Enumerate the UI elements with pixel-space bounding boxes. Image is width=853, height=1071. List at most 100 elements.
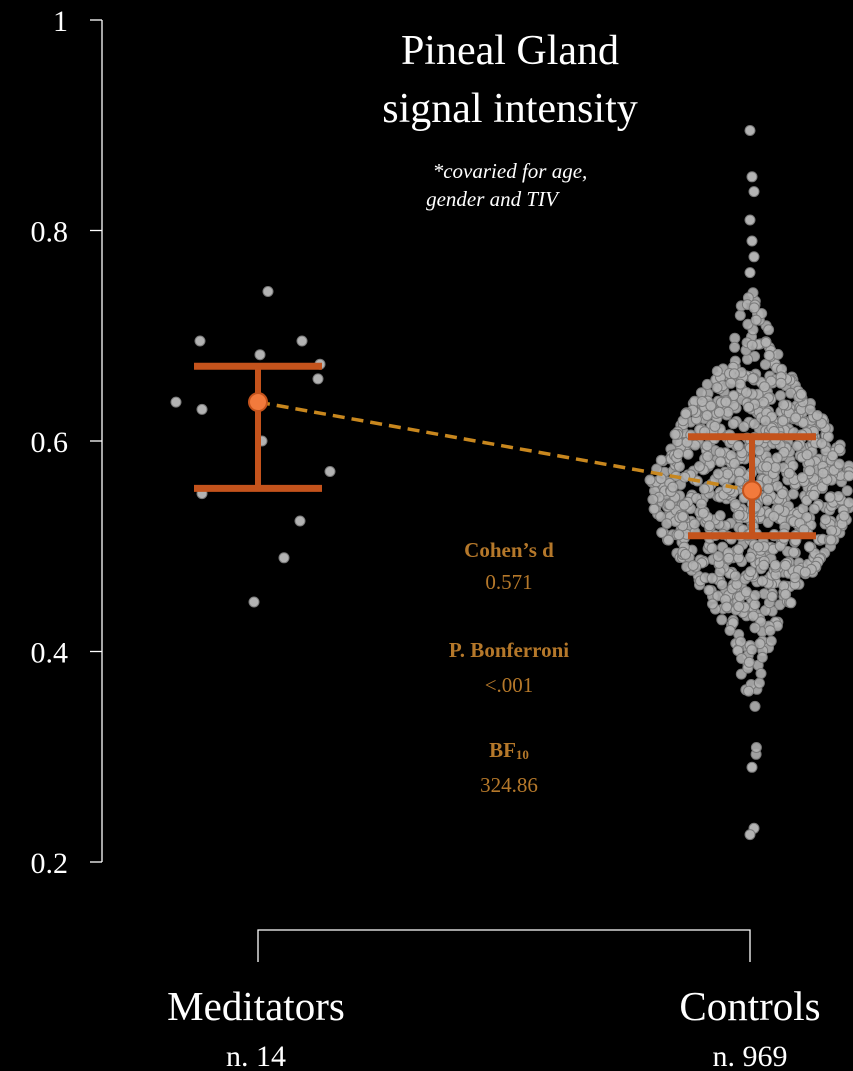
controls-data-point bbox=[729, 332, 741, 344]
controls-data-point bbox=[693, 461, 705, 472]
controls-data-point bbox=[764, 625, 776, 637]
controls-data-point bbox=[816, 438, 828, 449]
controls-data-point bbox=[742, 353, 753, 365]
controls-data-point bbox=[749, 622, 761, 634]
controls-data-point bbox=[827, 450, 839, 462]
controls-data-point bbox=[758, 559, 770, 571]
controls-data-point bbox=[714, 447, 726, 459]
controls-data-point bbox=[804, 465, 816, 477]
controls-data-point bbox=[729, 341, 741, 353]
y-tick-label: 0.4 bbox=[31, 637, 69, 670]
controls-data-point bbox=[669, 428, 681, 440]
controls-data-point bbox=[843, 470, 853, 482]
controls-data-point bbox=[808, 489, 820, 501]
controls-data-point bbox=[780, 588, 792, 600]
controls-data-point bbox=[705, 400, 717, 412]
group-n-meditators: n. 14 bbox=[226, 1040, 286, 1071]
controls-data-point bbox=[644, 474, 656, 486]
chart-title: Pineal Gland bbox=[401, 28, 619, 74]
group-n-controls: n. 969 bbox=[713, 1040, 788, 1071]
controls-data-point bbox=[765, 635, 777, 647]
controls-data-point bbox=[709, 420, 721, 432]
controls-data-point bbox=[729, 457, 740, 469]
error-bars bbox=[194, 362, 816, 540]
mean-marker bbox=[248, 392, 268, 413]
p-bonferroni-label: P. Bonferroni bbox=[449, 638, 569, 662]
controls-data-point bbox=[734, 309, 746, 321]
controls-data-point bbox=[706, 572, 718, 584]
controls-data-point bbox=[743, 656, 755, 668]
controls-data-point bbox=[824, 491, 836, 503]
meditators-data-point bbox=[278, 552, 290, 564]
controls-data-point bbox=[826, 525, 837, 537]
controls-data-point bbox=[716, 579, 728, 591]
controls-data-point bbox=[701, 440, 713, 452]
controls-data-point bbox=[763, 349, 775, 361]
controls-data-point bbox=[768, 511, 780, 522]
controls-data-point bbox=[803, 541, 815, 553]
cohens-d-value: 0.571 bbox=[485, 570, 532, 594]
controls-data-point bbox=[749, 599, 761, 611]
controls-data-point bbox=[721, 601, 733, 613]
controls-data-point bbox=[789, 572, 801, 584]
controls-data-point bbox=[743, 685, 755, 697]
controls-data-point bbox=[811, 410, 823, 421]
controls-data-point bbox=[791, 440, 803, 452]
controls-data-point bbox=[748, 251, 760, 263]
controls-data-point bbox=[744, 267, 756, 279]
controls-data-point bbox=[771, 452, 783, 464]
controls-data-point bbox=[727, 418, 739, 430]
controls-data-point bbox=[729, 570, 741, 582]
controls-data-point bbox=[763, 324, 775, 336]
controls-data-point bbox=[778, 399, 790, 411]
controls-data-point bbox=[801, 449, 813, 461]
controls-data-point bbox=[756, 575, 768, 587]
controls-data-point bbox=[749, 589, 761, 601]
controls-data-point bbox=[672, 448, 684, 460]
controls-data-point bbox=[833, 443, 845, 455]
controls-data-point bbox=[838, 510, 850, 522]
controls-data-point bbox=[825, 534, 837, 546]
controls-data-point bbox=[755, 668, 767, 679]
controls-data-point bbox=[744, 829, 756, 841]
meditators-data-point bbox=[324, 466, 336, 477]
controls-data-point bbox=[766, 591, 778, 602]
covariate-note-line1: *covaried for age, bbox=[433, 159, 588, 183]
chart-subtitle: signal intensity bbox=[382, 86, 638, 132]
controls-data-point bbox=[790, 412, 802, 424]
controls-data-point bbox=[761, 461, 773, 473]
cohens-d-label: Cohen’s d bbox=[464, 538, 554, 562]
controls-data-point bbox=[714, 510, 726, 522]
y-axis-ticks: 0.2 0.4 0.6 0.8 1 bbox=[31, 5, 102, 880]
controls-data-point bbox=[698, 483, 710, 495]
controls-data-point bbox=[759, 415, 771, 427]
controls-data-point bbox=[762, 494, 773, 506]
controls-data-point bbox=[777, 488, 788, 500]
controls-data-point bbox=[711, 365, 723, 377]
controls-data-point bbox=[744, 125, 756, 136]
controls-data-point bbox=[713, 406, 725, 418]
controls-data-point bbox=[701, 410, 713, 421]
controls-data-point bbox=[661, 518, 673, 530]
controls-data-point bbox=[702, 450, 714, 462]
controls-data-point bbox=[785, 597, 797, 609]
controls-data-point bbox=[701, 378, 713, 390]
p-bonferroni-value: <.001 bbox=[485, 673, 534, 697]
controls-data-point bbox=[723, 552, 735, 564]
controls-data-point bbox=[680, 548, 691, 560]
y-tick-label: 0.2 bbox=[31, 847, 69, 880]
controls-data-point bbox=[833, 458, 845, 470]
y-tick-label: 1 bbox=[53, 5, 68, 38]
controls-data-point bbox=[799, 566, 811, 578]
controls-data-point bbox=[733, 440, 744, 452]
controls-data-point bbox=[749, 700, 761, 712]
meditators-data-point bbox=[296, 335, 308, 347]
controls-data-point bbox=[680, 408, 692, 420]
bayes-factor-label-sub: 10 bbox=[516, 747, 529, 762]
controls-data-point bbox=[744, 214, 756, 226]
controls-data-point bbox=[738, 421, 750, 433]
bayes-factor-label-main: BF bbox=[489, 738, 516, 762]
meditators-data-point bbox=[248, 596, 260, 608]
controls-data-point bbox=[703, 520, 715, 532]
controls-data-point bbox=[763, 483, 774, 495]
